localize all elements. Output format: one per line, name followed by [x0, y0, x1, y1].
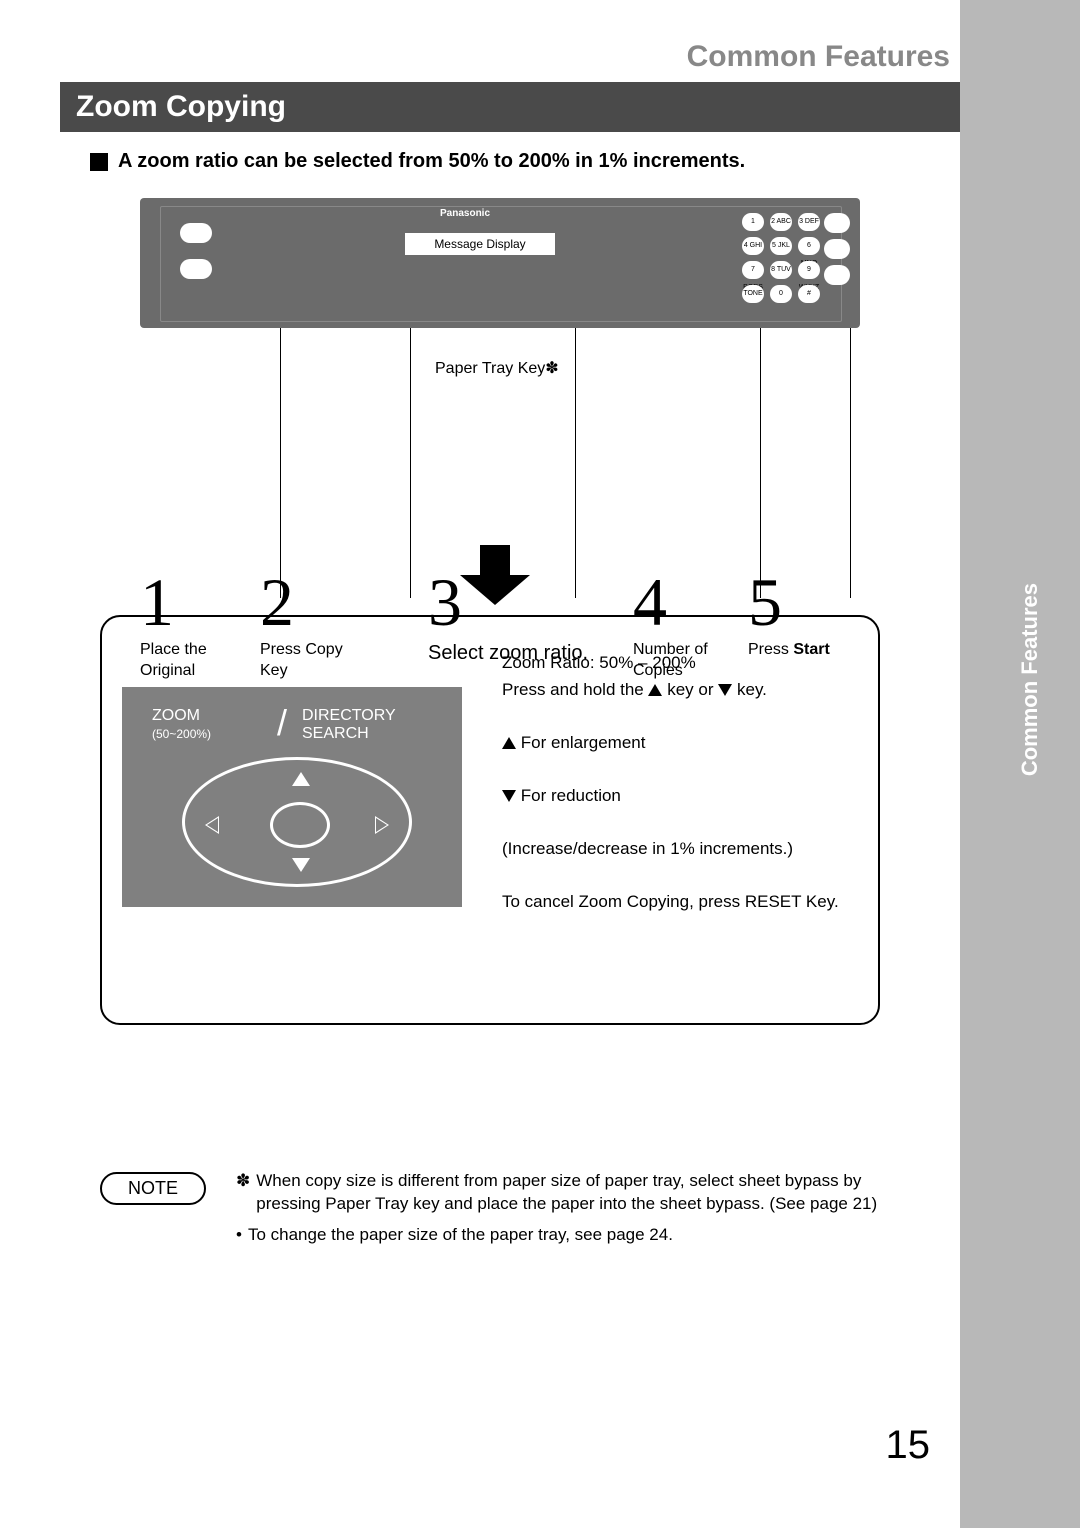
note-bullet: ✽	[236, 1170, 250, 1216]
zoom-detail-box: ZOOM (50~200%) / DIRECTORY SEARCH Zoom R…	[100, 615, 880, 1025]
leader-line-5	[850, 328, 851, 598]
down-arrow-inline-icon	[718, 684, 732, 696]
press-hold-mid: key or	[667, 680, 718, 699]
leader-line-2	[410, 328, 411, 598]
copy-key-icon	[180, 223, 212, 243]
key-3: 3 DEF	[798, 213, 820, 231]
key-tone: TONE	[742, 285, 764, 303]
key-4: 4 GHI	[742, 237, 764, 255]
right-function-keys	[824, 213, 850, 285]
leader-line-1	[280, 328, 281, 598]
key-1: 1	[742, 213, 764, 231]
zoom-label: ZOOM (50~200%)	[152, 707, 211, 742]
numeric-keypad: 1 2 ABC 3 DEF 4 GHI 5 JKL 6 MNO 7 PQRS 8…	[742, 213, 820, 303]
directory-label-text: DIRECTORY	[302, 707, 396, 724]
down-arrow-inline-icon	[502, 790, 516, 802]
left-mode-keys	[180, 223, 212, 279]
fax-key-icon	[180, 259, 212, 279]
start-key-icon	[824, 265, 850, 285]
key-7: 7 PQRS	[742, 261, 764, 279]
down-arrow-icon	[460, 545, 530, 605]
key-5: 5 JKL	[770, 237, 792, 255]
zoom-range-text: (50~200%)	[152, 727, 211, 741]
dpad-icon	[182, 757, 412, 887]
sidebar-section-label: Common Features	[1017, 583, 1043, 776]
note-badge: NOTE	[100, 1172, 206, 1205]
key-hash: #	[798, 285, 820, 303]
dpad-ellipse	[182, 757, 412, 887]
press-hold-line: Press and hold the key or key.	[502, 679, 862, 702]
dpad-right-icon	[375, 816, 389, 834]
key-2: 2 ABC	[770, 213, 792, 231]
reduce-line: For reduction	[502, 785, 862, 808]
dpad-left-icon	[205, 816, 219, 834]
note-section: NOTE ✽ When copy size is different from …	[100, 1170, 900, 1255]
zoom-label-text: ZOOM	[152, 707, 200, 724]
key-8: 8 TUV	[770, 261, 792, 279]
cancel-line: To cancel Zoom Copying, press RESET Key.	[502, 891, 862, 914]
reduce-text: For reduction	[521, 786, 621, 805]
leader-line-3	[575, 328, 576, 598]
page-number: 15	[886, 1423, 931, 1468]
energy-saver-key-icon	[824, 213, 850, 233]
dpad-center-icon	[270, 802, 330, 848]
up-arrow-icon	[648, 684, 662, 696]
section-header: Common Features	[60, 40, 960, 74]
leader-line-4	[760, 328, 761, 598]
message-display: Message Display	[405, 233, 555, 255]
zoom-ratio-line: Zoom Ratio: 50% – 200%	[502, 652, 862, 675]
enlarge-line: For enlargement	[502, 732, 862, 755]
note-text: To change the paper size of the paper tr…	[248, 1224, 673, 1247]
enlarge-text: For enlargement	[521, 733, 646, 752]
press-hold-post: key.	[737, 680, 767, 699]
note-text: When copy size is different from paper s…	[256, 1170, 900, 1216]
press-hold-pre: Press and hold the	[502, 680, 648, 699]
intro-line: A zoom ratio can be selected from 50% to…	[90, 150, 960, 173]
zoom-instructions: Zoom Ratio: 50% – 200% Press and hold th…	[502, 652, 862, 918]
control-panel-illustration: Panasonic Message Display 1 2 ABC 3 DEF …	[140, 198, 860, 358]
dpad-down-icon	[292, 858, 310, 872]
dpad-up-icon	[292, 772, 310, 786]
intro-text: A zoom ratio can be selected from 50% to…	[118, 150, 745, 173]
zoom-control-illustration: ZOOM (50~200%) / DIRECTORY SEARCH	[122, 687, 462, 907]
directory-sub-text: SEARCH	[302, 725, 369, 742]
note-item: • To change the paper size of the paper …	[236, 1224, 900, 1247]
brand-label: Panasonic	[440, 208, 490, 219]
key-0: 0	[770, 285, 792, 303]
paper-tray-key-label: Paper Tray Key✽	[435, 358, 559, 378]
note-bullet: •	[236, 1224, 242, 1247]
directory-label: DIRECTORY SEARCH	[302, 707, 396, 742]
control-panel: Panasonic Message Display 1 2 ABC 3 DEF …	[140, 198, 860, 328]
key-9: 9 WXYZ	[798, 261, 820, 279]
page-title: Zoom Copying	[60, 82, 960, 132]
increment-line: (Increase/decrease in 1% increments.)	[502, 838, 862, 861]
clear-stop-key-icon	[824, 239, 850, 259]
bullet-square-icon	[90, 153, 108, 171]
key-6: 6 MNO	[798, 237, 820, 255]
slash-divider: /	[277, 702, 287, 744]
note-list: ✽ When copy size is different from paper…	[236, 1170, 900, 1255]
right-sidebar: Common Features	[960, 0, 1080, 1528]
note-item: ✽ When copy size is different from paper…	[236, 1170, 900, 1216]
up-arrow-icon	[502, 737, 516, 749]
